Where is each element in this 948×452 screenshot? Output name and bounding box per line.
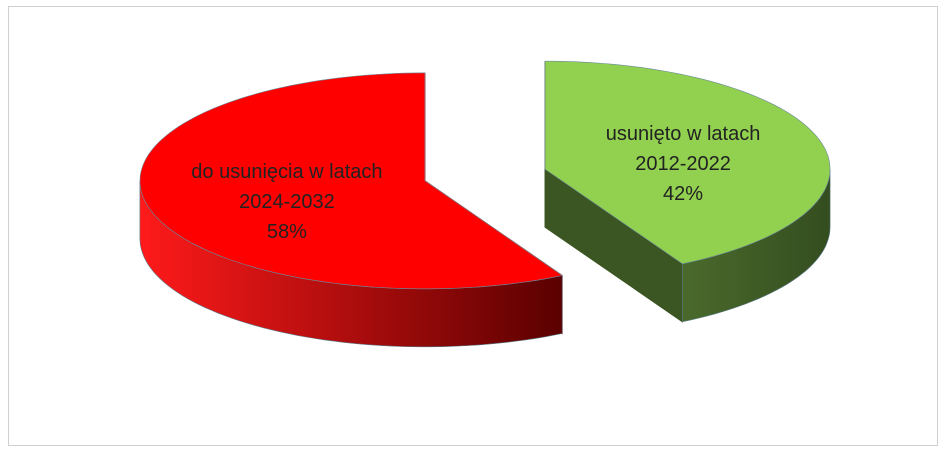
- slice: [544, 60, 831, 265]
- slices: [139, 60, 831, 348]
- data-label: usunięto w latach 2012-2022 42%: [588, 119, 778, 209]
- value-label: 58%: [266, 221, 307, 244]
- value-label: 42%: [663, 182, 704, 205]
- data-label: do usunięcia w latach 2024-2032 58%: [167, 157, 407, 247]
- category-label: usunięto w latach 2012-2022: [605, 122, 761, 175]
- category-label: do usunięcia w latach 2024-2032: [191, 161, 383, 214]
- chart-frame: [8, 6, 938, 446]
- slice: [139, 72, 563, 290]
